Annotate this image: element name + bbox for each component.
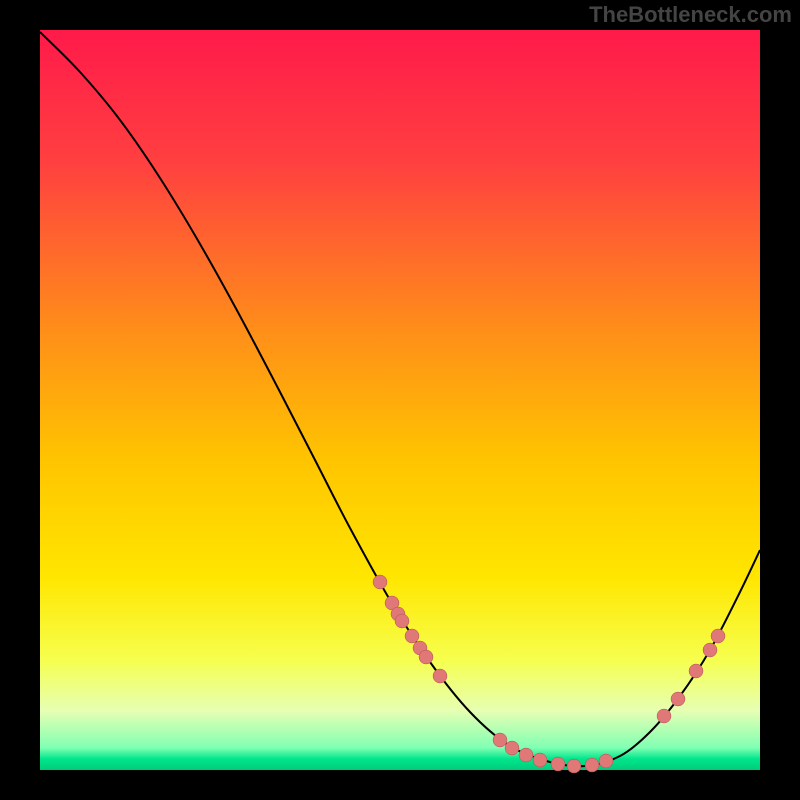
data-marker [433, 669, 447, 683]
data-marker [689, 664, 703, 678]
data-marker [671, 692, 685, 706]
data-marker [533, 753, 547, 767]
data-marker [585, 758, 599, 772]
data-marker [505, 741, 519, 755]
data-marker [703, 643, 717, 657]
data-marker [395, 614, 409, 628]
data-marker [419, 650, 433, 664]
chart-svg [0, 0, 800, 800]
watermark-text: TheBottleneck.com [589, 2, 792, 28]
data-marker [599, 754, 613, 768]
data-marker [405, 629, 419, 643]
data-marker [657, 709, 671, 723]
data-marker [373, 575, 387, 589]
plot-background [40, 30, 760, 770]
data-marker [567, 759, 581, 773]
data-marker [519, 748, 533, 762]
data-marker [493, 733, 507, 747]
chart-container: TheBottleneck.com [0, 0, 800, 800]
data-marker [711, 629, 725, 643]
data-marker [551, 757, 565, 771]
